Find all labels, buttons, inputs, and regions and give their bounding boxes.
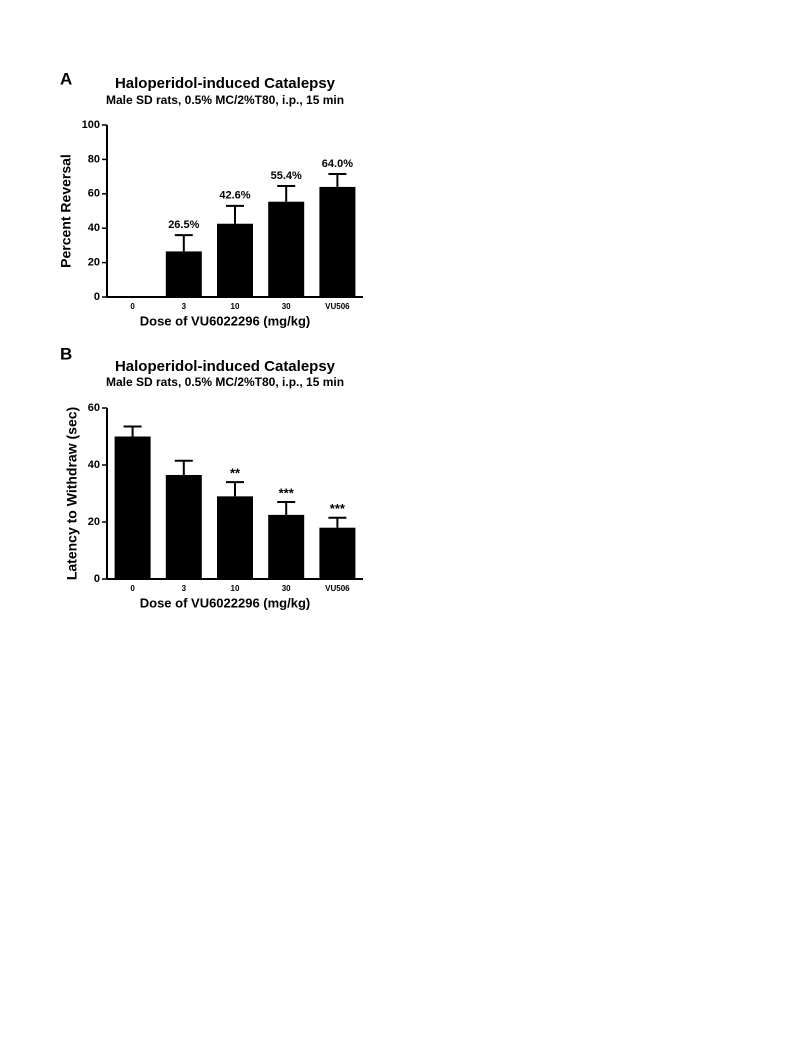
x-tick-label: 3 bbox=[182, 584, 187, 593]
y-tick-label: 40 bbox=[88, 222, 100, 234]
y-axis-label: Latency to Withdraw (sec) bbox=[64, 407, 80, 580]
y-axis-label: Percent Reversal bbox=[58, 154, 74, 268]
bar bbox=[268, 514, 305, 579]
x-tick-label: VU506 bbox=[325, 584, 350, 593]
significance-label: *** bbox=[279, 485, 295, 500]
error-bar bbox=[226, 481, 244, 497]
y-tick-label: 0 bbox=[94, 291, 100, 303]
chart-subtitle: Male SD rats, 0.5% MC/2%T80, i.p., 15 mi… bbox=[106, 375, 344, 389]
y-tick-label: 20 bbox=[88, 257, 100, 269]
y-tick-label: 60 bbox=[88, 402, 100, 414]
y-tick-label: 100 bbox=[82, 119, 100, 131]
value-label: 26.5% bbox=[168, 219, 199, 231]
error-bar bbox=[123, 425, 142, 437]
chart-title: Haloperidol-induced Catalepsy bbox=[115, 358, 336, 375]
y-tick-label: 0 bbox=[94, 573, 100, 585]
significance-label: *** bbox=[330, 501, 346, 516]
error-bar bbox=[174, 234, 193, 252]
x-tick-label: 10 bbox=[231, 302, 240, 311]
bar bbox=[217, 223, 253, 297]
error-bar bbox=[277, 185, 296, 202]
value-label: 42.6% bbox=[219, 190, 250, 202]
bar bbox=[217, 496, 253, 579]
x-tick-label: 30 bbox=[282, 584, 291, 593]
x-axis-label: Dose of VU6022296 (mg/kg) bbox=[140, 595, 311, 610]
y-tick-label: 20 bbox=[88, 516, 100, 528]
x-axis-label: Dose of VU6022296 (mg/kg) bbox=[140, 313, 311, 328]
x-tick-label: 30 bbox=[282, 302, 291, 311]
value-label: 64.0% bbox=[322, 158, 353, 170]
error-bar bbox=[277, 501, 296, 515]
bar bbox=[268, 201, 305, 297]
bar bbox=[319, 186, 356, 297]
bar bbox=[114, 436, 151, 579]
y-tick-label: 40 bbox=[88, 459, 100, 471]
bar bbox=[114, 297, 151, 298]
y-tick-label: 80 bbox=[88, 153, 100, 165]
chart-title: Haloperidol-induced Catalepsy bbox=[115, 75, 336, 92]
y-tick-label: 60 bbox=[88, 188, 100, 200]
significance-label: ** bbox=[230, 466, 241, 481]
x-tick-label: 10 bbox=[231, 584, 240, 593]
bar bbox=[165, 474, 202, 579]
error-bar bbox=[328, 516, 347, 528]
bar bbox=[319, 527, 356, 579]
value-label: 55.4% bbox=[271, 170, 302, 182]
error-bar bbox=[328, 173, 347, 187]
x-tick-label: 0 bbox=[130, 584, 135, 593]
chart-subtitle: Male SD rats, 0.5% MC/2%T80, i.p., 15 mi… bbox=[106, 93, 344, 107]
x-tick-label: VU506 bbox=[325, 302, 350, 311]
panel-label: A bbox=[60, 69, 72, 88]
error-bar bbox=[226, 204, 244, 224]
panel-label: B bbox=[60, 344, 72, 363]
x-tick-label: 0 bbox=[130, 302, 135, 311]
bar bbox=[165, 251, 202, 297]
x-tick-label: 3 bbox=[182, 302, 187, 311]
error-bar bbox=[174, 459, 193, 475]
